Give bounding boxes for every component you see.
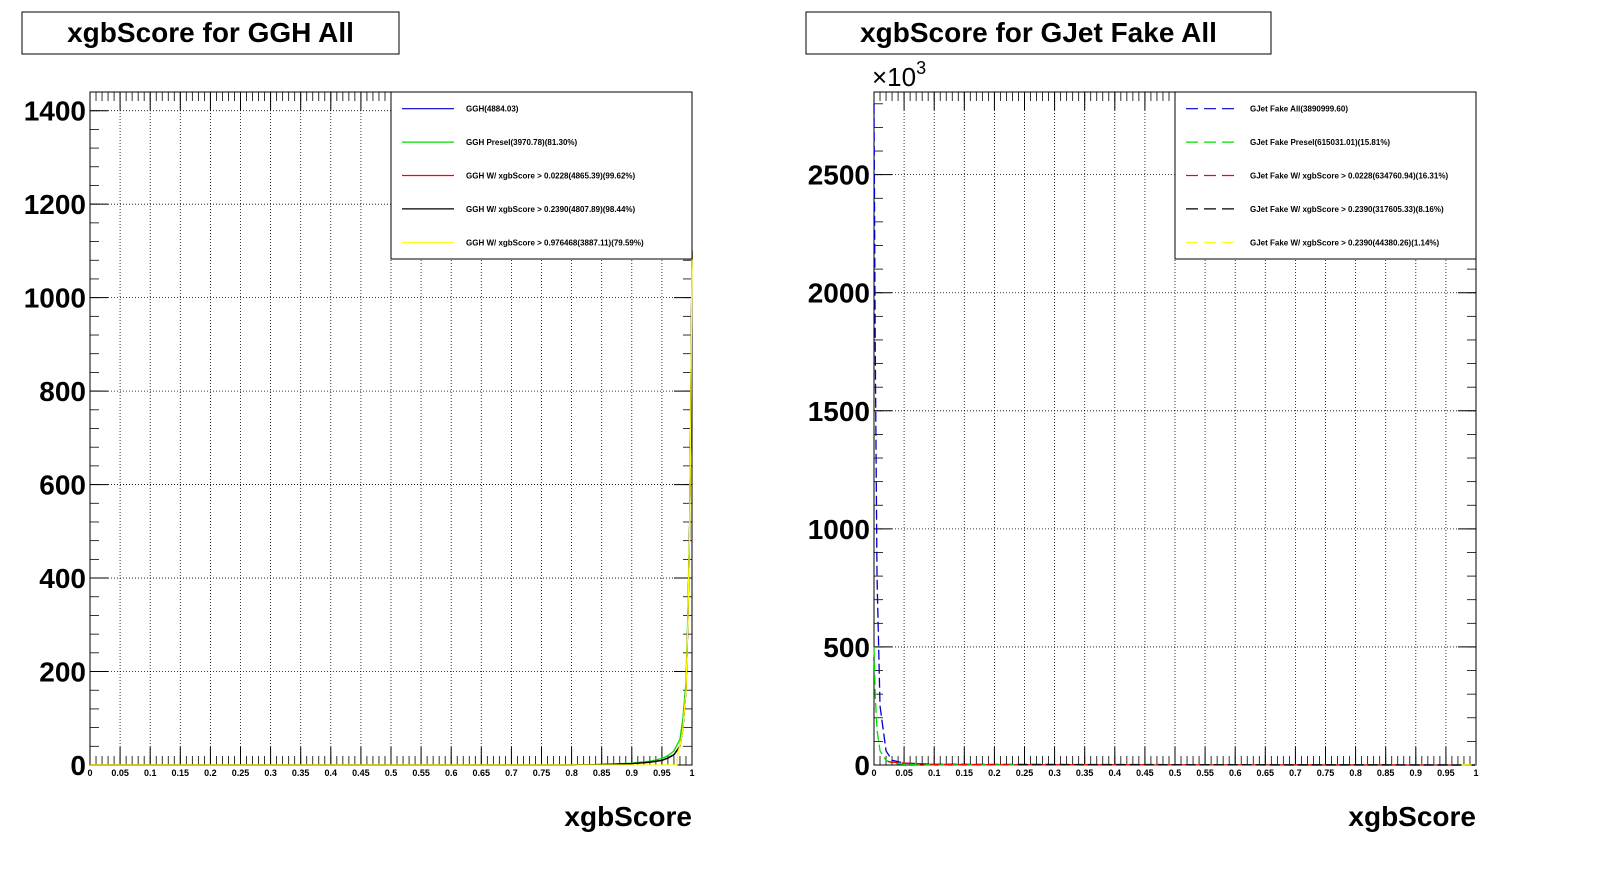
y-tick-label: 2000 <box>808 278 870 309</box>
x-tick-label: 0.8 <box>565 768 578 778</box>
legend-entry: GJet Fake W/ xgbScore > 0.2390(317605.33… <box>1250 205 1444 214</box>
legend-entry: GGH W/ xgbScore > 0.0228(4865.39)(99.62%… <box>466 172 636 181</box>
y-tick-label: 1400 <box>24 96 86 127</box>
x-tick-label: 0.55 <box>412 768 430 778</box>
x-tick-label: 0.45 <box>352 768 370 778</box>
legend-entry: GGH W/ xgbScore > 0.976468(3887.11)(79.5… <box>466 238 644 247</box>
chart-title: xgbScore for GJet Fake All <box>860 17 1217 48</box>
chart-title: xgbScore for GGH All <box>67 17 354 48</box>
x-tick-label: 0.7 <box>505 768 518 778</box>
x-tick-label: 0.75 <box>533 768 551 778</box>
x-tick-label: 0.4 <box>1109 768 1122 778</box>
x-tick-label: 0.95 <box>1437 768 1455 778</box>
series-group <box>873 103 1477 766</box>
legend: GJet Fake All(3890999.60) GJet Fake Prese… <box>1174 91 1477 260</box>
grid <box>90 92 692 765</box>
y-tick-label: 1200 <box>24 189 86 220</box>
x-tick-label: 0.5 <box>1169 768 1182 778</box>
panel-gjet-fake-all: xgbScore for GJet Fake All 0 0.05 0.1 0.15 0.… <box>805 11 1479 832</box>
x-tick-label: 0.85 <box>1377 768 1395 778</box>
x-tick-label: 0.4 <box>325 768 338 778</box>
title-box <box>805 11 1272 55</box>
x-tick-label: 0.35 <box>292 768 310 778</box>
x-tick-label: 0 <box>87 768 92 778</box>
legend-entry: GGH Presel(3970.78)(81.30%) <box>466 138 578 147</box>
title-box <box>21 11 400 55</box>
x-tick-label: 0.2 <box>988 768 1001 778</box>
x-tick-label: 0.05 <box>111 768 129 778</box>
y-tick-label: 200 <box>39 657 86 688</box>
series-line-2 <box>887 760 1477 766</box>
y-tick-label: 500 <box>823 632 870 663</box>
x-tick-label: 0.2 <box>204 768 217 778</box>
x-tick-label: 0.25 <box>232 768 250 778</box>
x-tick-label: 0.3 <box>264 768 277 778</box>
y-tick-label: 600 <box>39 470 86 501</box>
x-axis-title: xgbScore <box>564 801 692 832</box>
x-tick-label: 0.15 <box>956 768 974 778</box>
x-tick-label: 0.45 <box>1136 768 1154 778</box>
grid <box>874 92 1476 765</box>
x-tick-label: 1 <box>1473 768 1478 778</box>
x-tick-label: 0.55 <box>1196 768 1214 778</box>
x-tick-label: 0.6 <box>1229 768 1242 778</box>
y-tick-label: 2500 <box>808 160 870 191</box>
legend-entry: GJet Fake W/ xgbScore > 0.2390(44380.26)… <box>1250 238 1440 247</box>
x-tick-label: 0.9 <box>626 768 639 778</box>
series-line-4 <box>90 250 693 766</box>
x-tick-label: 0.75 <box>1317 768 1335 778</box>
x-tick-label: 0.85 <box>593 768 611 778</box>
x-tick-label: 0.1 <box>928 768 941 778</box>
legend-entry: GJet Fake Presel(615031.01)(15.81%) <box>1250 138 1390 147</box>
x-tick-label: 0.65 <box>473 768 491 778</box>
x-tick-label: 0.3 <box>1048 768 1061 778</box>
series-line-1 <box>873 646 1477 766</box>
x-tick-label: 0.9 <box>1410 768 1423 778</box>
x-tick-label: 0.7 <box>1289 768 1302 778</box>
y-tick-label: 1500 <box>808 396 870 427</box>
x-tick-label: 0.05 <box>895 768 913 778</box>
x-tick-label: 0.6 <box>445 768 458 778</box>
x-tick-label: 0 <box>871 768 876 778</box>
x-tick-label: 0.65 <box>1257 768 1275 778</box>
x-tick-label: 0.95 <box>653 768 671 778</box>
y-tick-label: 1000 <box>808 514 870 545</box>
panel-ggh-all: xgbScore for GGH All 0 0.05 0.1 0.15 0.2 0.25 0… <box>21 11 695 832</box>
x-tick-label: 0.5 <box>385 768 398 778</box>
y-tick-label: 800 <box>39 376 86 407</box>
y-multiplier: ×103 <box>872 58 926 92</box>
x-axis-title: xgbScore <box>1348 801 1476 832</box>
series-group <box>90 250 693 766</box>
legend-entry: GGH(4884.03) <box>466 105 519 114</box>
legend-entry: GJet Fake W/ xgbScore > 0.0228(634760.94… <box>1250 172 1448 181</box>
legend-entry: GJet Fake All(3890999.60) <box>1250 105 1348 114</box>
y-tick-label: 1000 <box>24 283 86 314</box>
y-tick-label: 0 <box>70 750 86 781</box>
x-tick-label: 1 <box>689 768 694 778</box>
x-tick-label: 0.15 <box>172 768 190 778</box>
y-tick-label: 0 <box>854 750 870 781</box>
x-tick-label: 0.1 <box>144 768 157 778</box>
legend-entry: GGH W/ xgbScore > 0.2390(4807.89)(98.44%… <box>466 205 636 214</box>
x-tick-label: 0.35 <box>1076 768 1094 778</box>
x-tick-label: 0.8 <box>1349 768 1362 778</box>
x-tick-label: 0.25 <box>1016 768 1034 778</box>
legend: GGH(4884.03) GGH Presel(3970.78)(81.30%) G… <box>390 91 693 260</box>
y-tick-label: 400 <box>39 563 86 594</box>
